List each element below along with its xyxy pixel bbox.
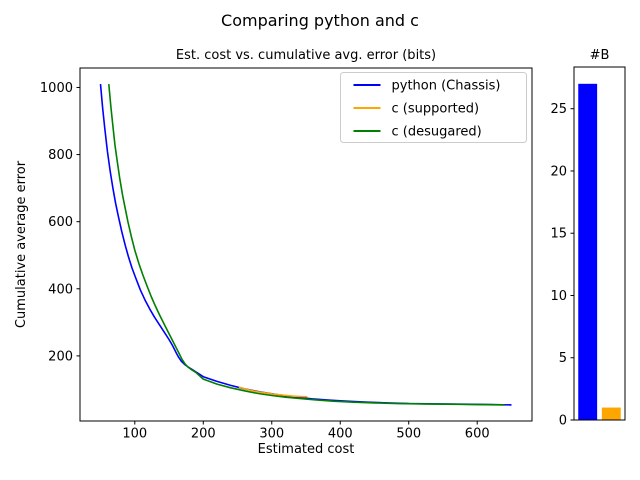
legend-item-2: c (desugared): [353, 125, 482, 140]
y-tick-label: 800: [48, 148, 73, 163]
axes-frame: [79, 67, 533, 422]
bar-c: [601, 407, 621, 420]
y-axis-label: Cumulative average error: [14, 160, 29, 328]
series-line-1: [238, 386, 308, 398]
y-tick-label: 600: [48, 215, 73, 230]
line-chart-title: Est. cost vs. cumulative avg. error (bit…: [176, 48, 436, 63]
bar-python: [578, 83, 598, 421]
bar-y-tick-label: 10: [550, 289, 567, 304]
x-tick-label: 200: [191, 427, 216, 442]
x-tick-label: 600: [465, 427, 490, 442]
y-tick-label: 1000: [40, 81, 73, 96]
y-tick-label: 400: [48, 282, 73, 297]
legend-item-0: python (Chassis): [353, 79, 501, 94]
bar-y-tick-label: 25: [550, 102, 567, 117]
y-tick-label: 200: [48, 349, 73, 364]
figure-title: Comparing python and c: [221, 11, 419, 30]
bar-y-tick-label: 20: [550, 164, 567, 179]
x-tick-label: 300: [259, 427, 284, 442]
x-tick-label: 400: [328, 427, 353, 442]
legend-label-0: python (Chassis): [392, 79, 501, 94]
legend-item-1: c (supported): [353, 102, 480, 117]
bar-y-tick-label: 15: [550, 227, 567, 242]
legend-label-2: c (desugared): [392, 125, 482, 140]
bar-axes-frame: [573, 66, 626, 421]
bar-chart-title: #B: [590, 48, 610, 63]
x-tick-label: 100: [122, 427, 147, 442]
x-axis-label: Estimated cost: [258, 442, 355, 457]
legend-label-1: c (supported): [392, 102, 480, 117]
legend-box: [340, 72, 527, 143]
bar-y-tick-label: 0: [559, 414, 567, 429]
bar-chart: 0 5 10 15 20 25 #B: [550, 48, 626, 429]
bar-y-tick-label: 5: [559, 351, 567, 366]
x-tick-label: 500: [396, 427, 421, 442]
legend: python (Chassis) c (supported) c (desugare…: [340, 72, 527, 143]
line-chart: 100 200 300 400 500 600 200 400 600 800 1000 Est. c…: [14, 48, 533, 457]
series-line-2: [108, 84, 505, 406]
